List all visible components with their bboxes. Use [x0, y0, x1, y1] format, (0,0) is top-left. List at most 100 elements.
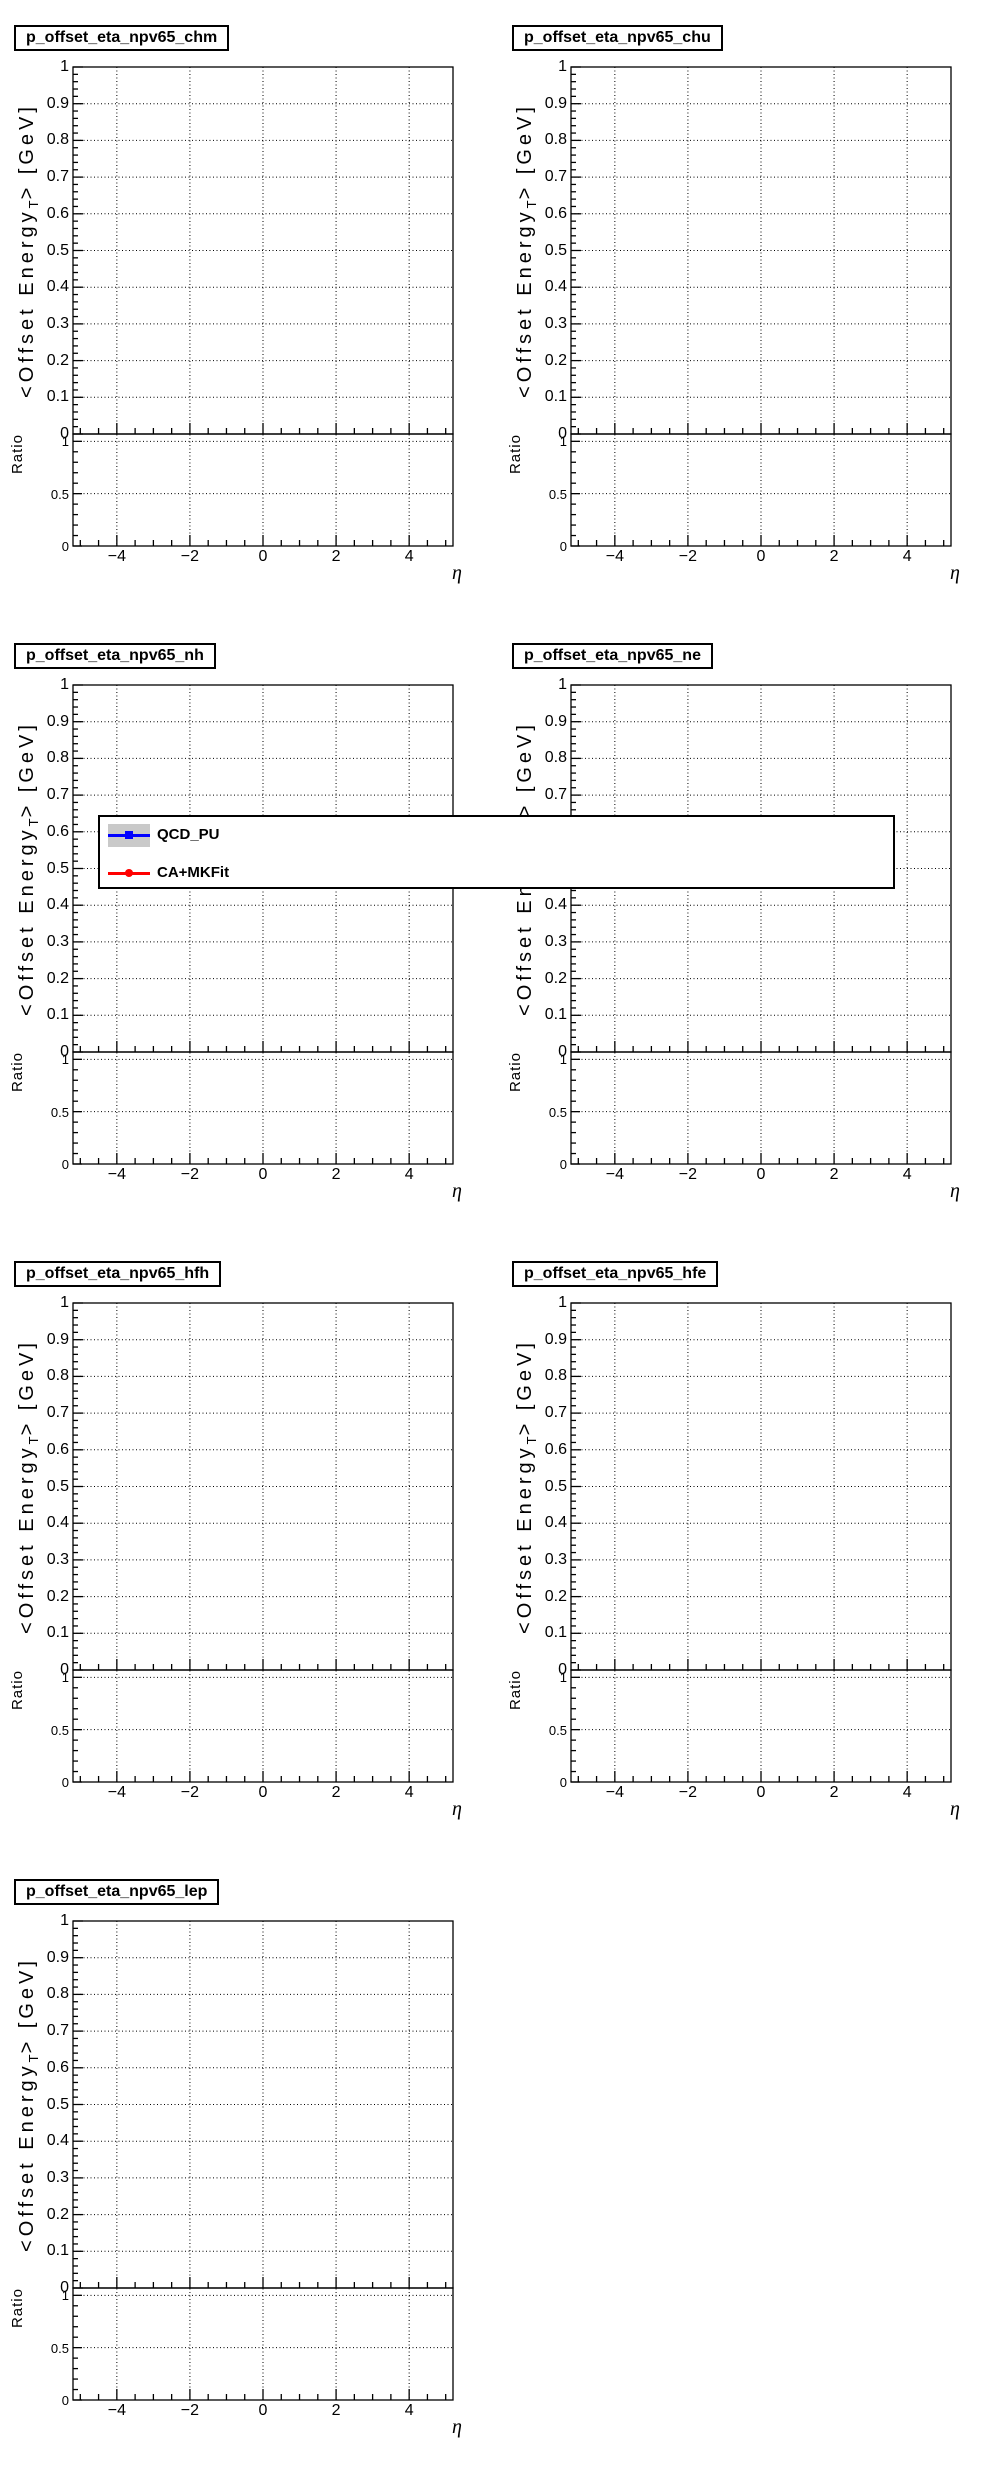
ratio-tick-label: 0.5	[548, 1104, 567, 1120]
x-tick-label: 2	[829, 1784, 839, 1801]
y-tick-label: 0	[558, 425, 567, 442]
y-axis-title-pre: <Offset Energy	[514, 1444, 536, 1634]
legend-box: QCD_PU CA+MKFit	[98, 815, 895, 889]
y-tick-label: 1	[558, 58, 567, 75]
x-tick-label: 2	[331, 2402, 341, 2419]
y-axis-title-pre: <Offset Energy	[16, 2062, 38, 2252]
plot-frame-svg	[72, 1302, 454, 1783]
y-tick-label: 0.4	[544, 1514, 567, 1532]
plot-frame-svg	[570, 66, 952, 547]
x-tick-label: 2	[829, 548, 839, 565]
y-tick-label: 0.4	[46, 2132, 69, 2150]
y-axis-title-sub: T	[26, 2053, 41, 2063]
ratio-tick-label: 1	[61, 1052, 69, 1068]
y-tick-label: 0.8	[544, 131, 567, 149]
ratio-axis-title: Ratio	[9, 2288, 26, 2329]
y-axis-title-pre: <Offset Energy	[16, 1444, 38, 1634]
x-tick-label: 4	[404, 1784, 414, 1801]
y-tick-label: 0.7	[46, 168, 69, 186]
y-axis-title: <Offset EnergyT> [GeV]	[513, 67, 544, 434]
x-axis-title-eta: η	[452, 2416, 462, 2438]
x-tick-label: −4	[107, 548, 126, 565]
y-tick-label: 0.9	[544, 94, 567, 112]
x-axis-title-eta: η	[452, 1798, 462, 1820]
ratio-tick-label: 1	[61, 434, 69, 450]
x-tick-label: 0	[756, 1166, 766, 1183]
y-tick-label: 0.9	[544, 712, 567, 730]
y-tick-label: 0.5	[46, 241, 69, 259]
ratio-tick-label: 1	[559, 434, 567, 450]
ratio-tick-label: 0	[559, 1775, 567, 1790]
y-axis-title-post: > [GeV]	[16, 721, 38, 818]
x-tick-label: −4	[605, 548, 624, 565]
x-tick-label: 0	[756, 548, 766, 565]
y-axis-title-sub: T	[26, 1435, 41, 1445]
ratio-tick-label: 1	[559, 1670, 567, 1686]
y-tick-label: 0.1	[544, 388, 567, 406]
y-tick-label: 0	[60, 1043, 69, 1060]
x-axis-title-eta: η	[452, 1180, 462, 1202]
pad-title-box: p_offset_eta_npv65_lep	[14, 1879, 220, 1905]
x-tick-label: −4	[107, 1784, 126, 1801]
ratio-tick-label: 0.5	[50, 2340, 69, 2356]
y-axis-title-post: > [GeV]	[514, 1339, 536, 1436]
y-axis-title: <Offset EnergyT> [GeV]	[15, 685, 46, 1052]
y-tick-label: 0.7	[46, 1404, 69, 1422]
pad-title-box: p_offset_eta_npv65_hfe	[512, 1261, 719, 1287]
x-tick-label: −2	[180, 2402, 200, 2419]
y-tick-label: 0.7	[544, 1404, 567, 1422]
y-tick-label: 0.8	[544, 749, 567, 767]
y-tick-label: 1	[60, 676, 69, 693]
y-axis-title: <Offset EnergyT> [GeV]	[513, 1303, 544, 1670]
pad-p_offset_eta_npv65_chm: p_offset_eta_npv65_chm 0 0.1 0.2 0.3 0.4 0.5 0.…	[0, 0, 498, 618]
y-tick-label: 0	[60, 425, 69, 442]
x-tick-label: 4	[902, 1166, 912, 1183]
x-axis-title-eta: η	[950, 1798, 960, 1820]
y-tick-label: 0.7	[544, 168, 567, 186]
pad-p_offset_eta_npv65_hfh: p_offset_eta_npv65_hfh 0 0.1 0.2 0.3 0.4 0.5 0.…	[0, 1236, 498, 1854]
ratio-axis-title: Ratio	[9, 1670, 26, 1711]
y-axis-title-pre: <Offset Energy	[514, 208, 536, 398]
y-axis-title-post: > [GeV]	[16, 103, 38, 200]
y-tick-label: 0.5	[46, 1477, 69, 1495]
y-axis-title-sub: T	[26, 817, 41, 827]
x-tick-label: −2	[180, 1166, 200, 1183]
y-tick-label: 0.3	[544, 314, 567, 332]
legend-entry-label: QCD_PU	[157, 826, 220, 843]
y-axis-title-post: > [GeV]	[16, 1957, 38, 2054]
y-tick-label: 0.3	[46, 2168, 69, 2186]
x-tick-label: 2	[829, 1166, 839, 1183]
y-tick-label: 0.9	[46, 1948, 69, 1966]
ratio-tick-label: 0.5	[50, 1104, 69, 1120]
y-tick-label: 0.2	[544, 1587, 567, 1605]
x-tick-label: −4	[107, 2402, 126, 2419]
x-tick-label: 4	[404, 2402, 414, 2419]
y-tick-label: 0	[558, 1043, 567, 1060]
x-tick-label: −2	[678, 1166, 698, 1183]
x-tick-label: 0	[756, 1784, 766, 1801]
y-tick-label: 0.1	[46, 388, 69, 406]
legend-entry-label: CA+MKFit	[157, 864, 230, 881]
y-tick-label: 0.5	[46, 2095, 69, 2113]
x-axis-title-eta: η	[950, 562, 960, 584]
x-tick-label: 2	[331, 1166, 341, 1183]
y-tick-label: 0.4	[46, 278, 69, 296]
y-tick-label: 0.3	[46, 1550, 69, 1568]
y-axis-title-sub: T	[524, 199, 539, 209]
ratio-tick-label: 0	[61, 1775, 69, 1790]
y-tick-label: 0.8	[46, 749, 69, 767]
y-tick-label: 0.6	[46, 204, 69, 222]
y-tick-label: 0.1	[544, 1006, 567, 1024]
pad-p_offset_eta_npv65_nh: p_offset_eta_npv65_nh 0 0.1 0.2 0.3 0.4 0.5 0.6…	[0, 618, 498, 1236]
x-tick-label: 0	[258, 2402, 268, 2419]
y-tick-label: 0.2	[544, 351, 567, 369]
y-tick-label: 0.7	[46, 2022, 69, 2040]
ratio-tick-label: 0	[559, 539, 567, 554]
y-axis-title-sub: T	[524, 1435, 539, 1445]
plot-frame-svg	[72, 66, 454, 547]
ratio-axis-title: Ratio	[507, 1670, 524, 1711]
y-tick-label: 0.2	[46, 969, 69, 987]
y-axis-title-pre: <Offset Energy	[16, 826, 38, 1016]
x-tick-label: 2	[331, 1784, 341, 1801]
y-tick-label: 0.9	[46, 94, 69, 112]
